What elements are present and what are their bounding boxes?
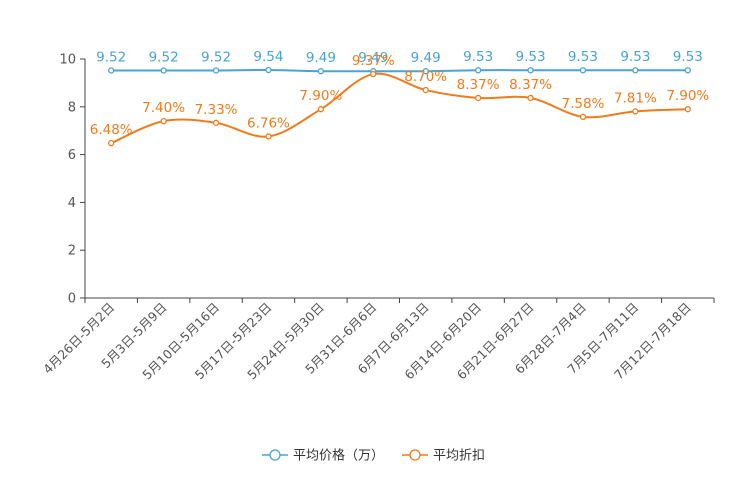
legend-item-avg-discount[interactable]: 平均折扣: [402, 449, 485, 464]
avg-discount-point[interactable]: [474, 94, 482, 102]
avg-discount-data-label: 7.33%: [195, 102, 238, 118]
avg-discount-point[interactable]: [108, 139, 115, 147]
avg-discount-data-label: 6.76%: [247, 115, 290, 131]
series-lines: [110, 68, 688, 145]
avg-discount-point[interactable]: [160, 117, 167, 125]
avg-price-data-label: 9.52: [149, 49, 179, 65]
avg-price-point[interactable]: [160, 67, 167, 74]
avg-price-point[interactable]: [579, 67, 587, 74]
avg-discount-point[interactable]: [684, 106, 691, 113]
avg-discount-data-label: 7.90%: [299, 88, 342, 104]
avg-price-data-label: 9.53: [516, 49, 546, 65]
avg-price-data-label: 9.53: [568, 49, 598, 65]
y-tick-label: 2: [68, 244, 76, 259]
avg-price-data-label: 9.53: [620, 49, 650, 65]
avg-discount-data-label: 6.48%: [90, 122, 133, 138]
y-tick-label: 6: [68, 148, 76, 163]
series-points: [108, 66, 691, 147]
avg-discount-point[interactable]: [579, 113, 587, 120]
avg-discount-point[interactable]: [265, 133, 272, 140]
axes: 02468104月26日-5月2日5月3日-5月9日5月10日-5月16日5月1…: [40, 53, 715, 382]
avg-discount-point[interactable]: [422, 86, 429, 94]
avg-discount-point[interactable]: [527, 94, 534, 102]
legend-marker-icon: [269, 449, 281, 461]
avg-price-point[interactable]: [684, 67, 691, 74]
avg-discount-point[interactable]: [370, 70, 377, 78]
avg-price-point[interactable]: [108, 67, 115, 74]
avg-price-point[interactable]: [632, 67, 639, 74]
y-tick-label: 8: [68, 100, 76, 115]
avg-discount-data-label: 7.90%: [666, 88, 709, 104]
avg-discount-point[interactable]: [212, 119, 220, 126]
y-tick-label: 4: [68, 196, 76, 211]
avg-price-data-label: 9.54: [253, 49, 283, 65]
avg-discount-point[interactable]: [632, 108, 639, 115]
y-tick-label: 10: [59, 53, 76, 68]
avg-price-data-label: 9.53: [673, 49, 703, 65]
legend[interactable]: 平均价格（万） 平均折扣: [262, 448, 485, 464]
avg-price-data-label: 9.52: [96, 49, 126, 65]
avg-discount-data-label: 8.70%: [404, 69, 447, 85]
legend-marker-icon: [409, 449, 421, 461]
series-line-avg-price: [111, 68, 688, 73]
avg-price-point[interactable]: [265, 66, 272, 74]
avg-discount-data-label: 7.81%: [614, 90, 657, 106]
avg-price-data-label: 9.49: [358, 50, 388, 66]
avg-discount-data-label: 9.37%: [352, 53, 395, 69]
avg-price-data-label: 9.52: [201, 49, 231, 65]
avg-price-data-label: 9.49: [306, 50, 336, 66]
legend-label: 平均折扣: [433, 449, 485, 464]
y-tick-label: 0: [68, 292, 76, 307]
avg-discount-data-label: 8.37%: [457, 77, 500, 93]
avg-discount-data-label: 8.37%: [509, 77, 552, 93]
avg-price-data-label: 9.53: [463, 49, 493, 65]
avg-price-point[interactable]: [212, 67, 220, 74]
avg-discount-data-label: 7.40%: [142, 100, 185, 116]
data-labels: 9.52 9.52 9.52 9.54 9.49 9.49 9.49 9.53 9.53 9.53…: [90, 49, 710, 138]
series-line-avg-discount: [110, 72, 688, 145]
avg-price-point[interactable]: [422, 68, 429, 75]
avg-price-data-label: 9.49: [411, 50, 441, 66]
avg-discount-point[interactable]: [317, 106, 325, 113]
legend-label: 平均价格（万）: [293, 448, 384, 464]
avg-price-point[interactable]: [527, 67, 534, 74]
avg-price-point[interactable]: [474, 67, 482, 74]
avg-discount-data-label: 7.58%: [562, 96, 605, 112]
avg-price-point[interactable]: [317, 68, 325, 75]
legend-item-avg-price[interactable]: 平均价格（万）: [262, 448, 384, 464]
